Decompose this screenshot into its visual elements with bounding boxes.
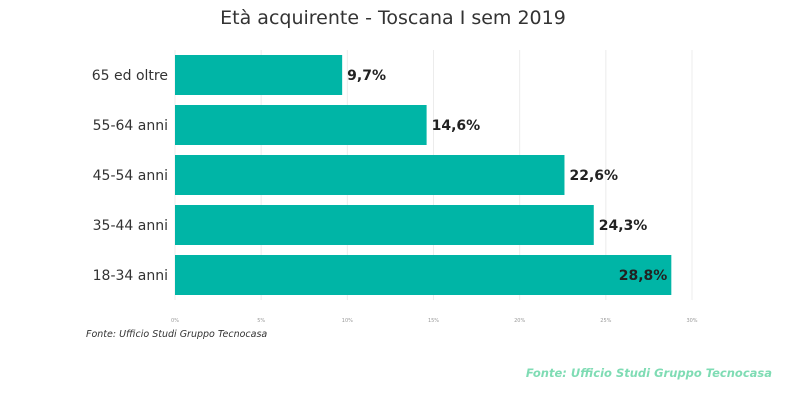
category-label: 65 ed oltre (92, 68, 168, 84)
bar (175, 205, 594, 245)
x-tick-label: 10% (342, 318, 353, 324)
source-note: Fonte: Ufficio Studi Gruppo Tecnocasa (86, 329, 267, 340)
source-watermark: Fonte: Ufficio Studi Gruppo Tecnocasa (526, 366, 772, 380)
value-label: 24,3% (599, 218, 648, 234)
category-label: 55-64 anni (93, 118, 168, 134)
x-tick-label: 5% (257, 318, 265, 324)
value-label: 14,6% (432, 118, 481, 134)
bar (175, 105, 427, 145)
bar (175, 155, 565, 195)
bar (175, 55, 343, 95)
x-tick-label: 30% (686, 318, 697, 324)
x-tick-label: 0% (171, 318, 179, 324)
x-tick-label: 15% (428, 318, 439, 324)
value-label: 9,7% (347, 68, 386, 84)
category-label: 35-44 anni (93, 218, 168, 234)
value-label: 28,8% (619, 268, 668, 284)
chart-title: Età acquirente - Toscana I sem 2019 (220, 7, 566, 29)
category-label: 45-54 anni (93, 168, 168, 184)
x-tick-label: 20% (514, 318, 525, 324)
x-tick-label: 25% (600, 318, 611, 324)
value-label: 22,6% (569, 168, 618, 184)
bars-layer: 65 ed oltre 9,7% 55-64 anni 14,6% 45-54 anni… (92, 55, 672, 295)
category-label: 18-34 anni (93, 268, 168, 284)
bar (175, 255, 672, 295)
x-axis-ticks: 0% 5% 10% 15% 20% 25% 30% (171, 318, 698, 324)
